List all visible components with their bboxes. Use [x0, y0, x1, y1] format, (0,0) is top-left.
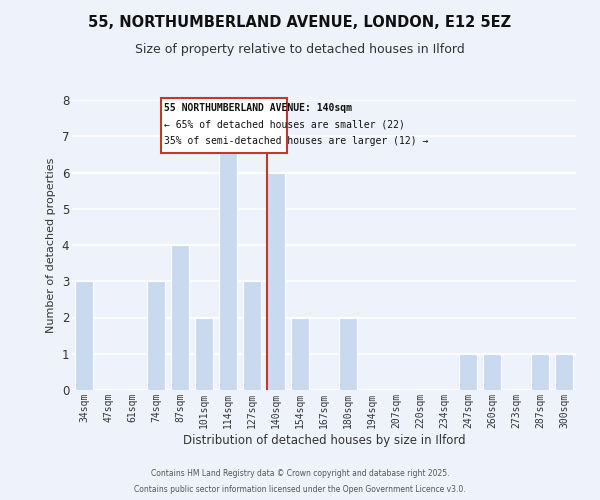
- Text: Contains public sector information licensed under the Open Government Licence v3: Contains public sector information licen…: [134, 485, 466, 494]
- Text: 35% of semi-detached houses are larger (12) →: 35% of semi-detached houses are larger (…: [164, 136, 429, 145]
- Bar: [243, 281, 261, 390]
- FancyBboxPatch shape: [161, 98, 287, 152]
- Bar: [147, 281, 165, 390]
- Bar: [483, 354, 501, 390]
- Text: ← 65% of detached houses are smaller (22): ← 65% of detached houses are smaller (22…: [164, 120, 405, 130]
- Text: Contains HM Land Registry data © Crown copyright and database right 2025.: Contains HM Land Registry data © Crown c…: [151, 468, 449, 477]
- Text: 55 NORTHUMBERLAND AVENUE: 140sqm: 55 NORTHUMBERLAND AVENUE: 140sqm: [164, 103, 352, 113]
- Text: Size of property relative to detached houses in Ilford: Size of property relative to detached ho…: [135, 42, 465, 56]
- Bar: [219, 136, 237, 390]
- X-axis label: Distribution of detached houses by size in Ilford: Distribution of detached houses by size …: [182, 434, 466, 446]
- Bar: [195, 318, 213, 390]
- Y-axis label: Number of detached properties: Number of detached properties: [46, 158, 56, 332]
- Bar: [555, 354, 573, 390]
- Bar: [75, 281, 93, 390]
- Bar: [267, 172, 285, 390]
- Bar: [339, 318, 357, 390]
- Bar: [171, 245, 189, 390]
- Bar: [459, 354, 477, 390]
- Bar: [291, 318, 309, 390]
- Text: 55, NORTHUMBERLAND AVENUE, LONDON, E12 5EZ: 55, NORTHUMBERLAND AVENUE, LONDON, E12 5…: [88, 15, 512, 30]
- Bar: [531, 354, 549, 390]
